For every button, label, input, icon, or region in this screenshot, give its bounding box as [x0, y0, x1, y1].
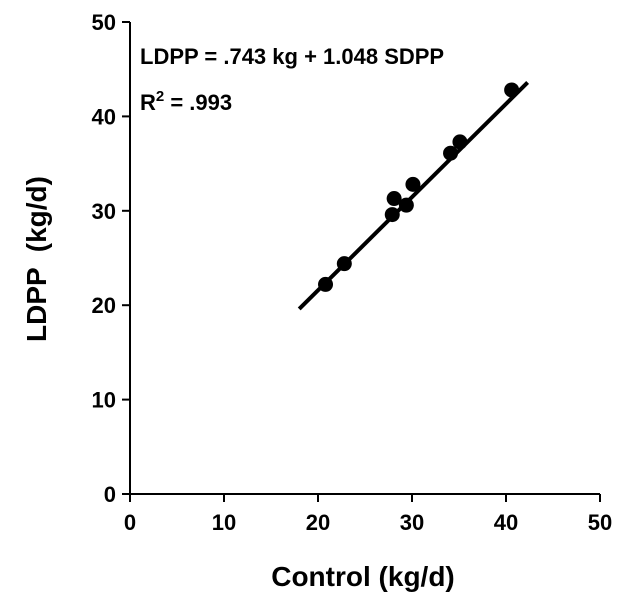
data-point [443, 145, 459, 161]
y-tick-label: 40 [92, 104, 116, 129]
y-tick-label: 20 [92, 293, 116, 318]
y-axis-title: LDPP (kg/d) [21, 176, 52, 342]
r-squared-exponent: 2 [156, 88, 164, 105]
data-point [386, 191, 402, 207]
equation-annotation: LDPP = .743 kg + 1.048 SDPP [140, 44, 444, 69]
y-tick-label: 10 [92, 388, 116, 413]
y-tick-label: 50 [92, 10, 116, 35]
x-tick-label: 0 [124, 510, 136, 535]
data-point [336, 256, 352, 272]
y-tick-label: 0 [104, 482, 116, 507]
data-point [504, 82, 520, 98]
x-tick-label: 50 [588, 510, 612, 535]
data-point [452, 134, 468, 150]
fit-line-group [297, 80, 530, 311]
axis-ticks: 0 10 20 30 40 50 0 10 20 30 40 50 [92, 10, 613, 535]
regression-line [297, 80, 530, 311]
r-squared-symbol: R [140, 90, 156, 115]
data-point [318, 276, 334, 292]
axes [129, 22, 600, 495]
r-squared-annotation: R2 = .993 [140, 88, 232, 115]
r-squared-value: = .993 [164, 90, 232, 115]
data-point [398, 197, 414, 213]
x-axis-title: Control (kg/d) [271, 561, 455, 592]
x-tick-label: 20 [306, 510, 330, 535]
data-point [405, 176, 421, 192]
data-points [318, 82, 520, 292]
y-tick-label: 30 [92, 199, 116, 224]
x-tick-label: 40 [494, 510, 518, 535]
x-tick-label: 30 [400, 510, 424, 535]
x-tick-label: 10 [212, 510, 236, 535]
data-point [384, 207, 400, 223]
